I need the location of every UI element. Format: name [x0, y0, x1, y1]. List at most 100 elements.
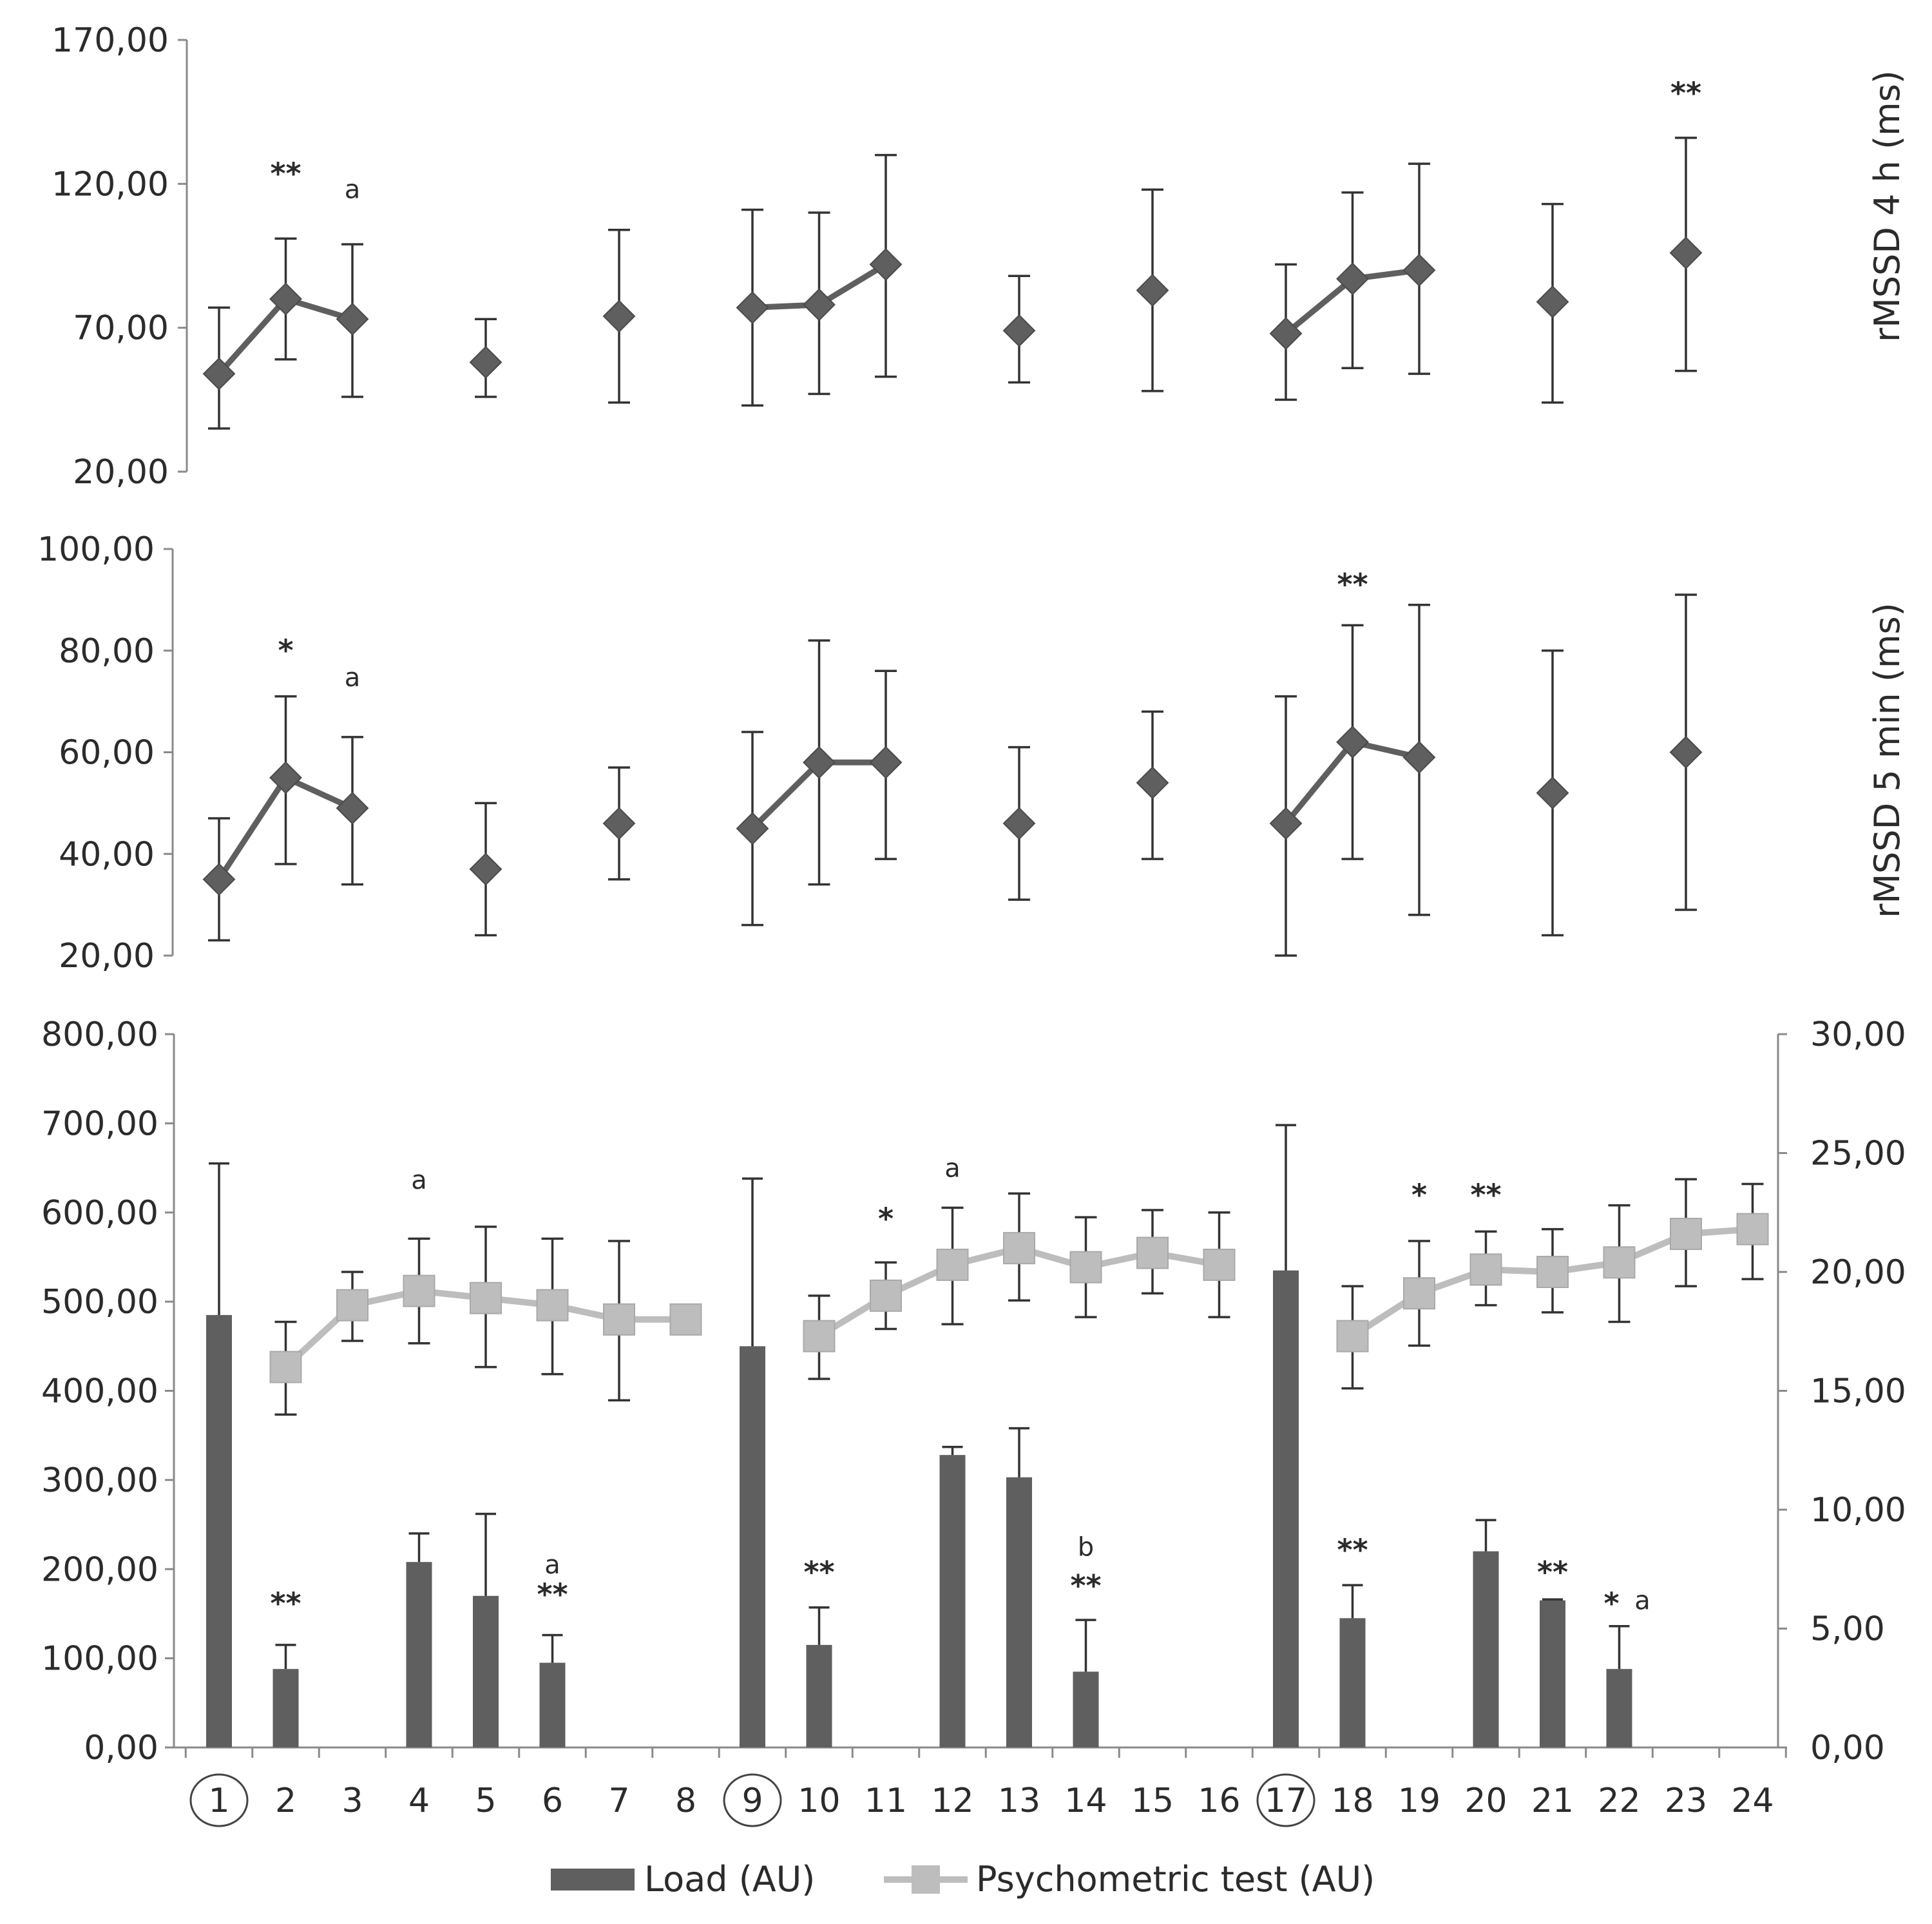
y-tick-label: 20,00	[73, 453, 169, 492]
psych-point	[536, 1289, 569, 1322]
psych-point	[870, 1279, 902, 1312]
psych-point	[1403, 1277, 1435, 1310]
psych-point	[1136, 1236, 1169, 1269]
legend-load-label: Load (AU)	[644, 1859, 815, 1900]
psych-point	[336, 1289, 368, 1322]
legend: Load (AU) Psychometric test (AU)	[551, 1859, 1375, 1900]
data-point	[602, 807, 636, 840]
psych-point	[1469, 1253, 1502, 1286]
data-point	[1336, 262, 1369, 296]
psych-point	[1336, 1320, 1369, 1352]
x-tick-label: 16	[1198, 1782, 1240, 1820]
y-right-tick-label: 5,00	[1810, 1610, 1885, 1649]
significance-label: **	[1470, 1178, 1501, 1213]
data-point	[1269, 807, 1303, 840]
x-label-circle	[189, 1773, 249, 1827]
y-right-tick-label: 10,00	[1810, 1491, 1906, 1530]
x-tick-label: 11	[865, 1782, 907, 1820]
load-bar	[1339, 1618, 1366, 1747]
load-bar	[539, 1662, 566, 1747]
y-right-tick-label: 0,00	[1810, 1729, 1885, 1767]
psych-point	[1536, 1256, 1569, 1288]
data-point	[1402, 740, 1436, 774]
data-point	[1669, 236, 1703, 269]
y-left-tick-label: 100,00	[41, 1640, 158, 1679]
y-left-tick-label: 700,00	[41, 1104, 158, 1143]
significance-label: **	[270, 1586, 301, 1621]
x-tick-label: 9	[741, 1782, 763, 1820]
y-right-tick-label: 25,00	[1810, 1135, 1906, 1173]
load-bar	[206, 1314, 232, 1747]
significance-label: a	[1634, 1586, 1650, 1616]
significance-label: **	[1537, 1555, 1568, 1590]
x-tick-label: 4	[408, 1782, 430, 1820]
significance-label: **	[1670, 75, 1701, 110]
psych-point	[1203, 1248, 1236, 1281]
y-tick-label: 170,00	[52, 21, 169, 60]
data-point	[736, 812, 769, 845]
data-point	[1136, 274, 1169, 307]
y-right-tick-label: 15,00	[1810, 1372, 1906, 1411]
significance-label: a	[944, 1153, 961, 1183]
load-bar	[1540, 1600, 1565, 1747]
data-point	[1402, 253, 1436, 287]
x-tick-label: 3	[341, 1782, 363, 1820]
data-point	[1269, 317, 1303, 351]
load-bar	[473, 1595, 499, 1747]
load-bar	[939, 1455, 966, 1747]
psych-point	[470, 1282, 502, 1314]
significance-label: **	[1337, 567, 1368, 602]
x-tick-label: 20	[1464, 1782, 1507, 1820]
data-point	[1669, 736, 1703, 769]
x-tick-label: 14	[1064, 1782, 1107, 1820]
x-label-circle	[1256, 1773, 1315, 1827]
x-tick-label: 10	[798, 1782, 840, 1820]
psych-point	[403, 1275, 435, 1307]
x-label-circle	[723, 1773, 782, 1827]
data-point	[269, 282, 302, 316]
significance-label: b	[1078, 1532, 1094, 1562]
y-right-tick-label: 30,00	[1810, 1015, 1906, 1054]
data-point	[202, 863, 236, 896]
data-point	[869, 746, 903, 779]
psych-point	[669, 1303, 702, 1336]
x-tick-label: 2	[275, 1782, 296, 1820]
psych-point	[603, 1303, 635, 1336]
psych-point	[1003, 1232, 1035, 1265]
load-bar	[406, 1562, 432, 1747]
y-tick-label: 20,00	[59, 937, 155, 976]
x-tick-label: 1	[208, 1782, 229, 1820]
middle-panel: 20,00 40,00 60,00 80,00 100,00 rMSSD 5 min (m…	[37, 530, 1908, 976]
x-tick-label: 19	[1398, 1782, 1440, 1820]
y-left-tick-label: 0,00	[84, 1729, 158, 1767]
data-point	[803, 288, 836, 322]
y-left-tick-label: 500,00	[41, 1283, 158, 1322]
x-tick-label: 8	[675, 1782, 696, 1820]
x-tick-label: 5	[475, 1782, 496, 1820]
x-tick-label: 12	[931, 1782, 973, 1820]
data-point	[803, 746, 836, 779]
x-tick-label: 22	[1598, 1782, 1640, 1820]
psych-point	[936, 1248, 969, 1281]
bottom-panel: 0,00100,00200,00300,00400,00500,00600,00…	[41, 1015, 1906, 1827]
y-left-tick-label: 800,00	[41, 1015, 158, 1054]
y-tick-label: 40,00	[59, 835, 155, 874]
x-tick-label: 21	[1531, 1782, 1574, 1820]
load-bar	[740, 1346, 765, 1747]
y-tick-label: 120,00	[52, 165, 169, 204]
load-bar	[1606, 1669, 1632, 1747]
significance-label: a	[345, 175, 361, 205]
x-tick-label: 15	[1131, 1782, 1174, 1820]
data-point	[269, 761, 302, 794]
significance-label: **	[1070, 1568, 1101, 1603]
y-left-tick-label: 600,00	[41, 1194, 158, 1233]
y-left-tick-label: 200,00	[41, 1550, 158, 1589]
y-axis-label: rMSSD 5 min (ms)	[1867, 602, 1908, 918]
psych-point	[1670, 1217, 1702, 1250]
load-bar	[1473, 1551, 1499, 1747]
load-bar	[806, 1644, 832, 1747]
data-point	[1536, 285, 1569, 318]
significance-label: *	[278, 633, 293, 668]
